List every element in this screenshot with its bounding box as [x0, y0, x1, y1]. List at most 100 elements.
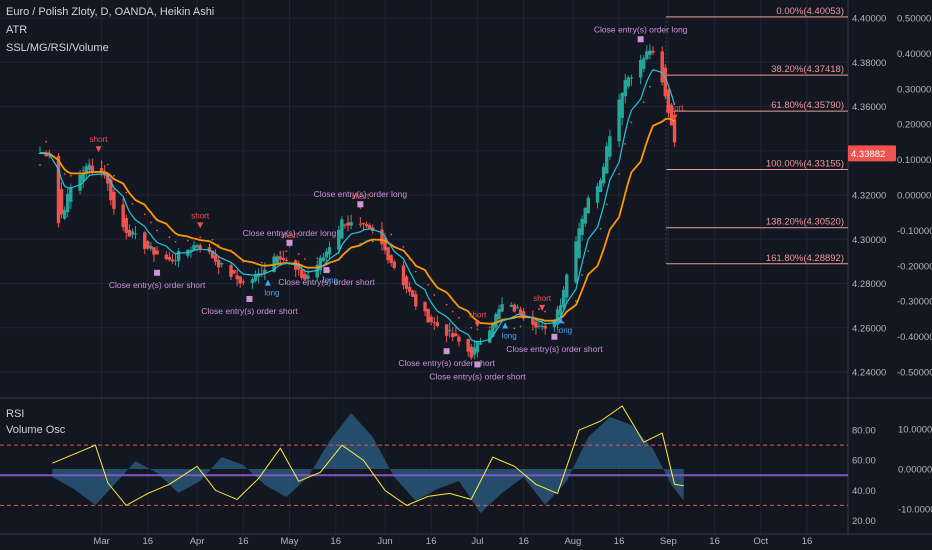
ssl-dot [63, 173, 66, 176]
close-marker-icon [474, 361, 481, 368]
candle-body [423, 301, 427, 312]
candle-body [663, 67, 668, 97]
long-signal-label: long [557, 326, 572, 335]
close-marker-icon [357, 201, 364, 208]
candle-body [601, 166, 606, 184]
ssl-dot [402, 245, 405, 248]
close-order-label: Close entry(s) order long [594, 24, 688, 34]
ssl-dot [501, 308, 503, 311]
candle-body [364, 224, 369, 227]
short-signal-label: short [533, 294, 552, 303]
candle-body [167, 256, 172, 260]
ssl-dot [667, 96, 670, 99]
short-signal-label: short [191, 211, 210, 220]
ssl-dot [260, 261, 263, 264]
short-arrow-icon [671, 114, 678, 121]
ssl-dot [236, 255, 239, 257]
short-arrow-icon [539, 304, 546, 311]
candle-body [669, 104, 674, 126]
rsi-axis-label: 60.00 [852, 456, 876, 467]
candle-body [303, 273, 307, 280]
x-tick-label: Jun [377, 536, 392, 547]
short-arrow-icon [474, 321, 481, 328]
grid [0, 0, 932, 535]
candle-body [238, 276, 242, 284]
volume-axis-label: -10.00000 [898, 505, 932, 516]
ssl-dot [211, 238, 214, 241]
candle-body [102, 171, 107, 176]
ssl-dot [82, 169, 85, 172]
candle-body [651, 50, 655, 53]
ssl-dot [544, 310, 547, 313]
ssl-dot [581, 274, 584, 276]
osc-axis-label: 0.00000 [897, 191, 931, 202]
candle-body [444, 324, 449, 336]
candle-body [534, 321, 538, 328]
ma-slow-line [40, 117, 676, 325]
close-marker-icon [323, 267, 330, 274]
volume-osc-area [52, 413, 684, 513]
candle-body [361, 223, 366, 225]
ssl-dot [624, 143, 627, 145]
candle-body [149, 245, 153, 249]
candle-body [321, 257, 326, 262]
candle-body [216, 259, 221, 268]
long-signal-label: long [323, 276, 338, 285]
osc-axis-label: -0.10000 [897, 226, 932, 237]
candle-body [327, 247, 332, 255]
candle-body [580, 218, 584, 235]
ssl-dot [649, 85, 651, 88]
x-tick-label: Sep [660, 536, 677, 547]
close-marker-icon [551, 333, 558, 340]
candle-body [69, 187, 73, 202]
x-tick-label: 16 [614, 536, 625, 547]
rsi-axis-label: 40.00 [852, 486, 876, 497]
close-order-label: Close entry(s) order short [506, 344, 603, 354]
fib-label: 38.20%(4.37418) [771, 64, 844, 75]
ssl-dot [605, 203, 608, 206]
candle-body [124, 218, 128, 233]
ssl-dot [390, 233, 393, 236]
price-axis-label: 4.36000 [852, 102, 886, 113]
x-tick-label: 16 [143, 536, 154, 547]
candle-body [275, 256, 279, 264]
moving-averages [39, 68, 676, 343]
ssl-dot [347, 248, 349, 251]
ssl-dot [642, 101, 645, 104]
ssl-dot [69, 174, 72, 177]
candle-body [561, 289, 566, 308]
x-tick-label: 16 [330, 536, 341, 547]
osc-axis-label: -0.20000 [897, 261, 932, 272]
ssl-dot [174, 240, 177, 243]
indicator-ssl-label: SSL/MG/RSI/Volume [6, 42, 109, 54]
candle-body [488, 330, 492, 343]
candle-body [198, 245, 202, 250]
price-axis-label: 4.40000 [852, 14, 886, 25]
candle-body [297, 265, 301, 270]
trade-annotations: short short short short short short short long l… [90, 24, 688, 381]
ssl-dot [384, 247, 386, 250]
candle-body [558, 305, 563, 316]
ssl-dot [45, 140, 48, 143]
short-arrow-icon [95, 146, 102, 153]
ssl-dot [125, 191, 128, 194]
close-order-label: Close entry(s) order long [243, 228, 337, 238]
candle-body [44, 152, 48, 157]
osc-axis-label: -0.30000 [897, 297, 932, 308]
candle-body [152, 247, 156, 255]
candle-body [623, 80, 627, 97]
candle-body [648, 50, 652, 55]
candle-body [278, 256, 282, 260]
close-marker-icon [286, 239, 293, 246]
ssl-dot [587, 250, 590, 252]
ssl-dot [242, 261, 245, 263]
ssl-dot [193, 237, 195, 240]
ssl-dot [538, 308, 540, 310]
osc-axis-label: 0.50000 [897, 14, 931, 25]
rsi-line [52, 405, 684, 507]
candle-body [253, 274, 258, 281]
candle-body [389, 255, 393, 263]
candle-body [130, 231, 135, 235]
ssl-dot [599, 227, 602, 230]
